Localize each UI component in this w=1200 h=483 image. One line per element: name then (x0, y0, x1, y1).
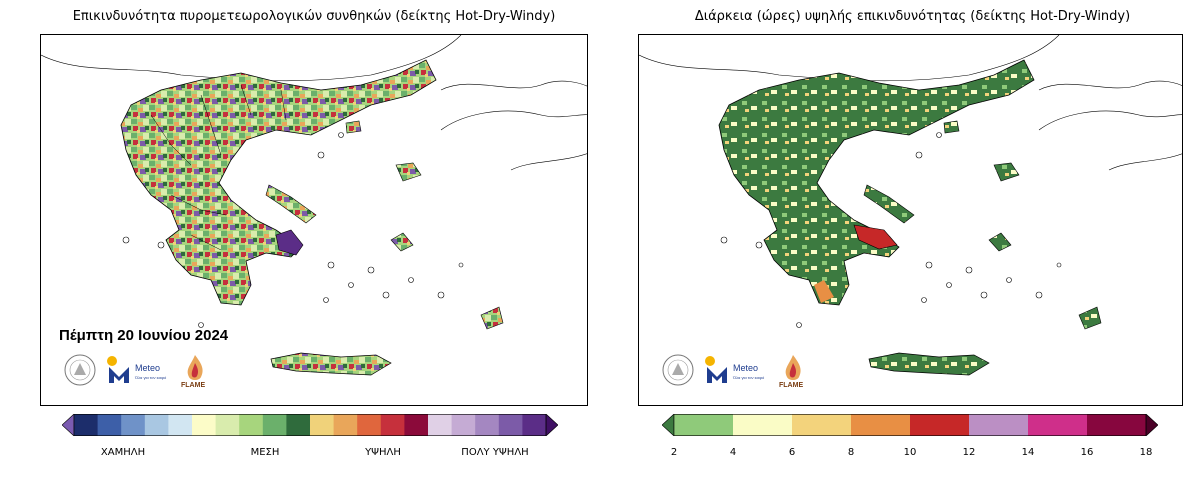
regional-borders (150, 84, 287, 251)
left-cbar-swatch (451, 414, 476, 436)
small-islands (122, 132, 464, 328)
right-cbar-swatch (1087, 414, 1147, 436)
left-cbar-swatch (168, 414, 193, 436)
right-cbar-extend-high (1145, 414, 1158, 436)
evia (265, 184, 317, 224)
meteo-logo-icon (705, 356, 727, 383)
flame-logo-text: FLAME (181, 382, 206, 389)
right-cbar-swatch (910, 414, 970, 436)
left-cbar-label-high: ΥΨΗΛΗ (365, 447, 401, 458)
aegean-islands-right (943, 120, 1102, 330)
right-cbar-swatch (733, 414, 793, 436)
right-colorbar (662, 414, 1158, 436)
right-cbar-tick-label: 16 (1080, 447, 1094, 458)
right-cbar-tick-label: 4 (729, 447, 737, 458)
left-cbar-swatch (357, 414, 382, 436)
flame-logo-text: FLAME (779, 382, 804, 389)
left-cbar-extend-high (545, 414, 558, 436)
left-cbar-swatch (121, 414, 146, 436)
evia-right (863, 184, 915, 224)
flame-logo-icon (187, 355, 203, 380)
attica-hotspot (853, 224, 898, 250)
left-cbar-swatch (286, 414, 311, 436)
right-cbar-swatch (674, 414, 734, 436)
right-cbar-swatch (792, 414, 852, 436)
aegean-islands (345, 120, 504, 330)
right-cbar-frame (673, 414, 1147, 436)
university-seal-icon (64, 354, 96, 386)
left-cbar-swatch (74, 414, 99, 436)
right-cbar-tick-label: 12 (962, 447, 976, 458)
right-cbar-tick-label: 6 (788, 447, 796, 458)
right-map: Meteo Όλα για τον καιρό FLAME (638, 34, 1183, 406)
left-cbar-swatch (239, 414, 264, 436)
left-cbar-swatch (498, 414, 523, 436)
left-cbar-extend-low (62, 414, 75, 436)
right-cbar-swatch (851, 414, 911, 436)
meteo-logo-text: Meteo (135, 363, 161, 373)
left-map: Πέμπτη 20 Ιουνίου 2024 Meteo Όλα για τον… (40, 34, 588, 406)
left-cbar-label-very-high: ΠΟΛΥ ΥΨΗΛΗ (461, 447, 529, 458)
left-cbar-swatch (428, 414, 453, 436)
left-cbar-swatch (262, 414, 287, 436)
left-cbar-label-low: ΧΑΜΗΛΗ (100, 447, 146, 458)
left-cbar-swatch (192, 414, 217, 436)
meteo-logo-icon (107, 356, 129, 383)
right-logos: Meteo Όλα για τον καιρό FLAME (661, 353, 821, 393)
right-panel-title: Διάρκεια (ώρες) υψηλής επικινδυνότητας (… (694, 9, 1131, 24)
right-cbar-extend-low (662, 414, 675, 436)
left-cbar-swatch (97, 414, 122, 436)
left-cbar-swatch (310, 414, 335, 436)
mainland-greece (120, 59, 437, 306)
meteo-logo-subtext: Όλα για τον καιρό (135, 375, 167, 380)
date-label: Πέμπτη 20 Ιουνίου 2024 (59, 327, 229, 344)
meteo-logo-subtext: Όλα για τον καιρό (733, 375, 765, 380)
small-islands-right (720, 132, 1062, 328)
left-cbar-swatch (333, 414, 358, 436)
meteo-logo-text: Meteo (733, 363, 759, 373)
right-cbar-tick-label: 8 (847, 447, 855, 458)
left-cbar-swatch (144, 414, 169, 436)
right-cbar-tick-label: 14 (1021, 447, 1035, 458)
left-cbar-swatch (404, 414, 429, 436)
university-seal-icon (662, 354, 694, 386)
attica-purple (275, 229, 304, 256)
right-cbar-swatch (969, 414, 1029, 436)
crete (270, 352, 392, 376)
right-cbar-tick-label: 10 (903, 447, 917, 458)
left-panel-title: Επικινδυνότητα πυρομετεωρολογικών συνθηκ… (72, 9, 556, 24)
right-cbar-tick-label: 18 (1139, 447, 1153, 458)
mainland-greece-right (718, 59, 1035, 306)
peloponnese-hotspot (814, 280, 834, 303)
left-cbar-swatch (475, 414, 500, 436)
left-logos: Meteo Όλα για τον καιρό FLAME (63, 353, 223, 393)
left-cbar-swatch (215, 414, 240, 436)
right-cbar-tick-label: 2 (670, 447, 678, 458)
left-cbar-swatch (522, 414, 547, 436)
right-cbar-swatch (1028, 414, 1088, 436)
flame-logo-icon (785, 355, 801, 380)
crete-right (868, 352, 990, 376)
left-colorbar (62, 414, 558, 436)
left-cbar-label-mid: ΜΕΣΗ (250, 447, 280, 458)
left-cbar-frame (73, 414, 547, 436)
left-cbar-swatch (380, 414, 405, 436)
